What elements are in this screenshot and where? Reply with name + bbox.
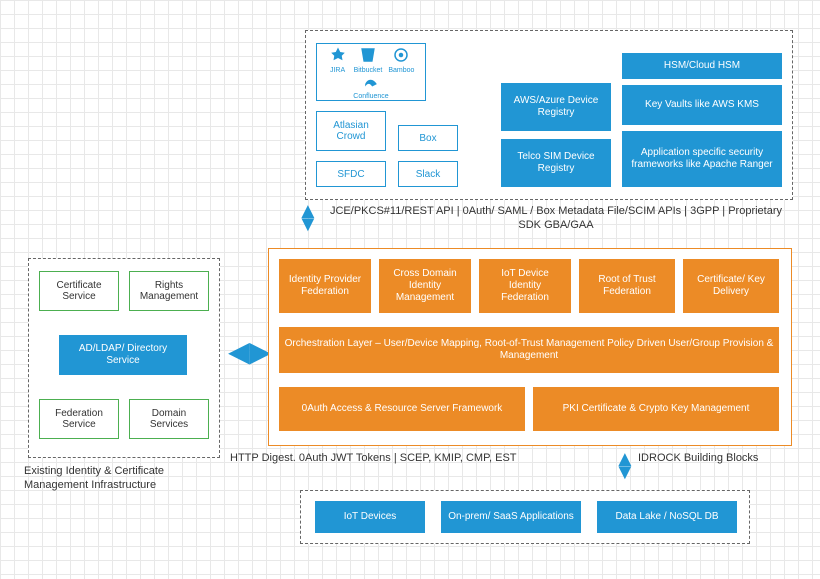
hsm-label: HSM/Cloud HSM (664, 60, 740, 72)
atlassian-crowd-label: Atlasian Crowd (321, 120, 381, 142)
top-dashed-group: JIRA Bitbucket Bamboo Confluence Atlasia… (305, 30, 793, 200)
oauth-framework-label: 0Auth Access & Resource Server Framework (302, 403, 503, 415)
slack-box: Slack (398, 161, 458, 187)
bitbucket-icon (358, 45, 378, 65)
jira-icon (328, 45, 348, 65)
cross-domain-identity-box: Cross Domain Identity Management (379, 259, 471, 313)
pki-management-label: PKI Certificate & Crypto Key Management (563, 403, 750, 415)
federation-service-label: Federation Service (44, 408, 114, 430)
onprem-saas-box: On-prem/ SaaS Applications (441, 501, 581, 533)
aws-azure-registry-label: AWS/Azure Device Registry (506, 95, 606, 119)
rights-management-label: Rights Management (134, 280, 204, 302)
rights-management-box: Rights Management (129, 271, 209, 311)
protocols-top-text: JCE/PKCS#11/REST API | 0Auth/ SAML / Box… (326, 204, 786, 233)
bottom-dashed-group: IoT Devices On-prem/ SaaS Applications D… (300, 490, 750, 544)
federation-service-box: Federation Service (39, 399, 119, 439)
certificate-service-label: Certificate Service (44, 280, 114, 302)
tools-icon-box: JIRA Bitbucket Bamboo Confluence (316, 43, 426, 101)
left-group-caption: Existing Identity & Certificate Manageme… (24, 464, 224, 493)
orchestration-layer-label: Orchestration Layer – User/Device Mappin… (284, 338, 774, 362)
telco-sim-registry-label: Telco SIM Device Registry (506, 151, 606, 175)
oauth-framework-box: 0Auth Access & Resource Server Framework (279, 387, 525, 431)
middle-orange-container: Identity Provider Federation Cross Domai… (268, 248, 792, 446)
root-of-trust-box: Root of Trust Federation (579, 259, 675, 313)
identity-provider-federation-box: Identity Provider Federation (279, 259, 371, 313)
bamboo-label: Bamboo (388, 67, 414, 74)
aws-azure-registry-box: AWS/Azure Device Registry (501, 83, 611, 131)
key-vaults-box: Key Vaults like AWS KMS (622, 85, 782, 125)
iot-devices-box: IoT Devices (315, 501, 425, 533)
sfdc-label: SFDC (337, 169, 364, 180)
certificate-key-delivery-box: Certificate/ Key Delivery (683, 259, 779, 313)
jira-label: JIRA (328, 67, 348, 74)
icon-row-1: JIRA Bitbucket Bamboo (328, 45, 415, 74)
box-label: Box (419, 133, 436, 144)
confluence-label: Confluence (353, 93, 388, 100)
icon-row-2: Confluence (353, 76, 388, 100)
data-lake-label: Data Lake / NoSQL DB (615, 511, 718, 523)
iot-devices-label: IoT Devices (344, 511, 397, 523)
domain-services-label: Domain Services (134, 408, 204, 430)
app-security-frameworks-label: Application specific security frameworks… (627, 147, 777, 171)
atlassian-crowd-box: Atlasian Crowd (316, 111, 386, 151)
sfdc-box: SFDC (316, 161, 386, 187)
idrock-text: IDROCK Building Blocks (638, 452, 798, 464)
iot-device-federation-box: IoT Device Identity Federation (479, 259, 571, 313)
certificate-key-delivery-label: Certificate/ Key Delivery (688, 274, 774, 298)
arrow-middle-bottom: ▲▼ (614, 452, 636, 478)
telco-sim-registry-box: Telco SIM Device Registry (501, 139, 611, 187)
pki-management-box: PKI Certificate & Crypto Key Management (533, 387, 779, 431)
certificate-service-box: Certificate Service (39, 271, 119, 311)
onprem-saas-label: On-prem/ SaaS Applications (448, 511, 574, 523)
root-of-trust-label: Root of Trust Federation (584, 274, 670, 298)
protocols-bottom-left-text: HTTP Digest. 0Auth JWT Tokens | SCEP, KM… (230, 452, 610, 464)
arrow-left-middle: ◀▶ (228, 338, 271, 366)
key-vaults-label: Key Vaults like AWS KMS (645, 99, 759, 111)
app-security-frameworks-box: Application specific security frameworks… (622, 131, 782, 187)
bamboo-icon (391, 45, 411, 65)
orchestration-layer-box: Orchestration Layer – User/Device Mappin… (279, 327, 779, 373)
hsm-box: HSM/Cloud HSM (622, 53, 782, 79)
cross-domain-identity-label: Cross Domain Identity Management (384, 268, 466, 304)
box-box: Box (398, 125, 458, 151)
left-dashed-group: Certificate Service Rights Management AD… (28, 258, 220, 458)
ad-ldap-box: AD/LDAP/ Directory Service (59, 335, 187, 375)
ad-ldap-label: AD/LDAP/ Directory Service (64, 343, 182, 367)
slack-label: Slack (416, 169, 440, 180)
domain-services-box: Domain Services (129, 399, 209, 439)
arrow-top-middle: ▲▼ (297, 204, 319, 230)
data-lake-box: Data Lake / NoSQL DB (597, 501, 737, 533)
confluence-icon (364, 76, 378, 90)
bitbucket-label: Bitbucket (354, 67, 383, 74)
identity-provider-federation-label: Identity Provider Federation (284, 274, 366, 298)
iot-device-federation-label: IoT Device Identity Federation (484, 268, 566, 304)
